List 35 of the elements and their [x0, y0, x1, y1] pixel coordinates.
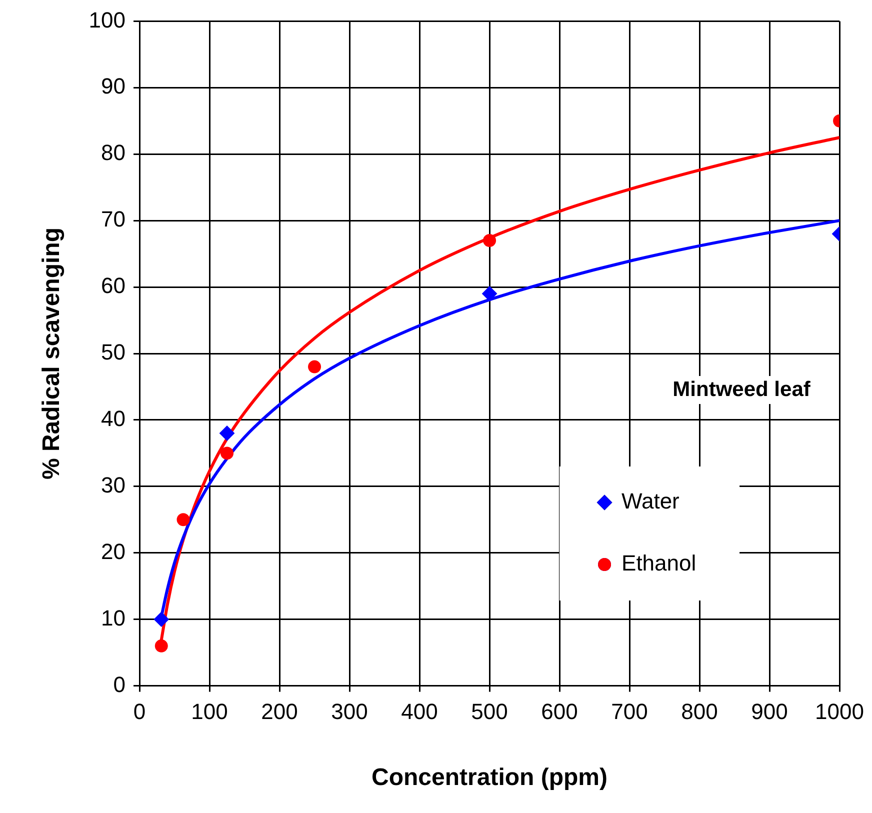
point — [482, 286, 498, 302]
x-tick-label: 600 — [541, 699, 578, 724]
point — [154, 612, 169, 627]
y-axis-title: % Radical scavenging — [38, 227, 66, 480]
point — [154, 639, 168, 652]
point — [483, 234, 496, 248]
y-tick-label: 50 — [101, 340, 126, 365]
point — [220, 426, 235, 441]
x-tick-label: 500 — [471, 699, 508, 724]
legend-label: Water — [622, 488, 680, 514]
y-tick-label: 10 — [101, 605, 126, 630]
x-axis-title: Concentration (ppm) — [372, 764, 608, 792]
y-tick-label: 60 — [101, 273, 126, 298]
x-tick-label: 300 — [331, 699, 368, 724]
x-tick-label: 800 — [681, 699, 718, 724]
legend-label: Ethanol — [622, 550, 696, 576]
x-tick-label: 1000 — [815, 699, 864, 724]
y-tick-label: 80 — [101, 140, 126, 166]
x-tick-label: 400 — [401, 699, 438, 724]
point — [220, 446, 234, 460]
x-tick-label: 100 — [191, 699, 228, 724]
y-tick-label: 40 — [101, 406, 126, 432]
y-tick-label: 70 — [101, 206, 126, 232]
x-tick-label: 900 — [751, 699, 788, 724]
y-tick-label: 20 — [101, 538, 126, 564]
x-tick-label: 700 — [611, 699, 648, 724]
y-tick-label: 90 — [101, 74, 126, 99]
point — [176, 513, 190, 526]
y-tick-label: 0 — [113, 672, 126, 697]
annotation: Mintweed leaf — [672, 378, 812, 401]
point — [308, 360, 322, 374]
x-tick-label: 200 — [261, 699, 298, 724]
y-tick-label: 30 — [101, 472, 126, 498]
y-tick-label: 100 — [88, 7, 126, 32]
x-tick-label: 0 — [133, 699, 146, 724]
